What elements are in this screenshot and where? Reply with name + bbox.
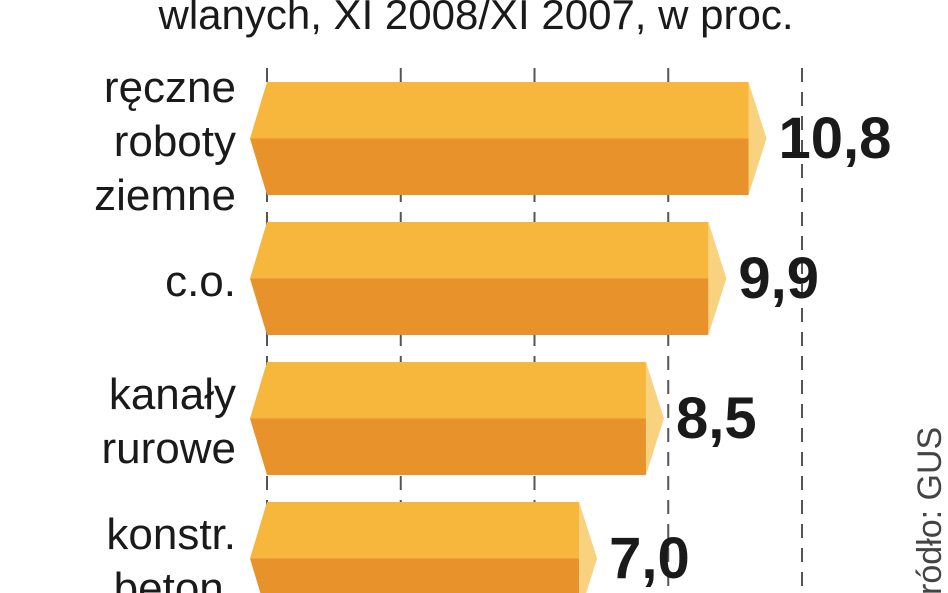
bar-bottom-face <box>250 418 646 475</box>
value-label: 9,9 <box>738 246 819 311</box>
bar-top-face <box>250 362 646 419</box>
bar <box>250 362 664 475</box>
category-label: ziemne <box>94 171 236 220</box>
category-label: ręczne <box>104 63 236 112</box>
bar-cap <box>748 82 767 195</box>
source: źródło: GUS <box>911 427 948 593</box>
category-label: c.o. <box>165 257 236 306</box>
category-label: rurowe <box>102 424 237 473</box>
category-label: kanały <box>109 370 236 419</box>
chart-title: wlanych, XI 2008/XI 2007, w proc. <box>157 0 793 38</box>
bar-top-face <box>250 502 580 559</box>
bar <box>250 82 767 195</box>
bar-cap <box>579 502 598 593</box>
category-label: konstr. <box>106 510 236 559</box>
bar-cap <box>645 362 664 475</box>
bar <box>250 502 598 593</box>
category-label: beton. <box>114 564 236 593</box>
bar-bottom-face <box>250 138 749 195</box>
bar-top-face <box>250 82 749 139</box>
bar-cap <box>708 222 727 335</box>
value-label: 8,5 <box>676 386 757 451</box>
bar-bottom-face <box>250 558 580 593</box>
bar-top-face <box>250 222 709 279</box>
category-label: roboty <box>114 117 236 166</box>
bar <box>250 222 727 335</box>
value-label: 7,0 <box>609 526 690 591</box>
value-label: 10,8 <box>779 106 892 171</box>
bar-bottom-face <box>250 278 709 335</box>
